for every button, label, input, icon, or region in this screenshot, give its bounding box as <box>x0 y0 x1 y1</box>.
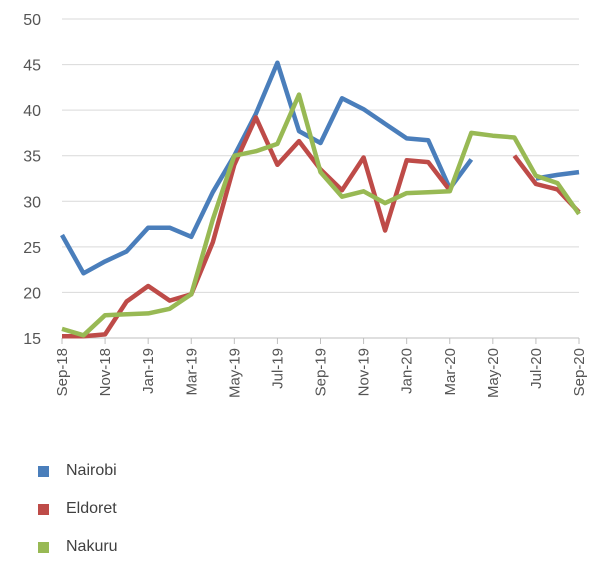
y-tick-label: 50 <box>23 12 41 29</box>
x-tick-label: Nov-18 <box>97 348 114 396</box>
x-tick-label: Sep-19 <box>313 348 330 396</box>
legend-item-eldoret: Eldoret <box>38 490 118 528</box>
x-tick-label: Sep-20 <box>571 348 588 396</box>
line-chart: 15 20 25 30 35 40 45 50 Sep-18 Nov-18 Jan-19 Mar-1… <box>23 12 588 398</box>
gridlines <box>62 18 579 293</box>
series-line-nakuru <box>61 92 581 338</box>
legend-label-eldoret: Eldoret <box>66 500 117 517</box>
legend-item-nakuru: Nakuru <box>38 528 118 566</box>
x-tick-label: Mar-19 <box>183 348 200 396</box>
x-tick-label: Jan-19 <box>140 348 157 394</box>
x-tick-label: Sep-18 <box>54 348 71 396</box>
y-tick-label: 35 <box>23 149 41 166</box>
legend-swatch-eldoret <box>38 503 49 515</box>
x-tick-label: May-19 <box>226 348 243 398</box>
x-tick-label: Mar-20 <box>442 348 459 396</box>
y-tick-label: 20 <box>23 285 41 302</box>
y-tick-label: 15 <box>23 331 41 348</box>
x-tick-label: Nov-19 <box>356 348 373 396</box>
y-tick-label: 45 <box>23 58 41 75</box>
x-tick-label: Jul-19 <box>269 348 286 389</box>
y-axis-ticks: 15 20 25 30 35 40 45 50 <box>23 12 41 348</box>
y-tick-label: 25 <box>23 240 41 257</box>
legend-item-nairobi: Nairobi <box>38 452 118 490</box>
x-axis-ticks: Sep-18 Nov-18 Jan-19 Mar-19 May-19 Jul-19 Sep-… <box>54 338 588 398</box>
y-tick-label: 40 <box>23 103 41 120</box>
x-tick-label: May-20 <box>485 348 502 398</box>
legend-swatch-nakuru <box>38 541 49 553</box>
y-tick-label: 30 <box>23 194 41 211</box>
legend-label-nairobi: Nairobi <box>66 462 117 479</box>
series-line-eldoret <box>62 115 581 339</box>
x-tick-label: Jul-20 <box>528 348 545 389</box>
x-tick-label: Jan-20 <box>399 348 416 394</box>
legend: Nairobi Eldoret Nakuru <box>38 452 118 566</box>
legend-label-nakuru: Nakuru <box>66 538 118 555</box>
series-lines <box>60 60 581 339</box>
legend-swatch-nairobi <box>38 465 49 477</box>
